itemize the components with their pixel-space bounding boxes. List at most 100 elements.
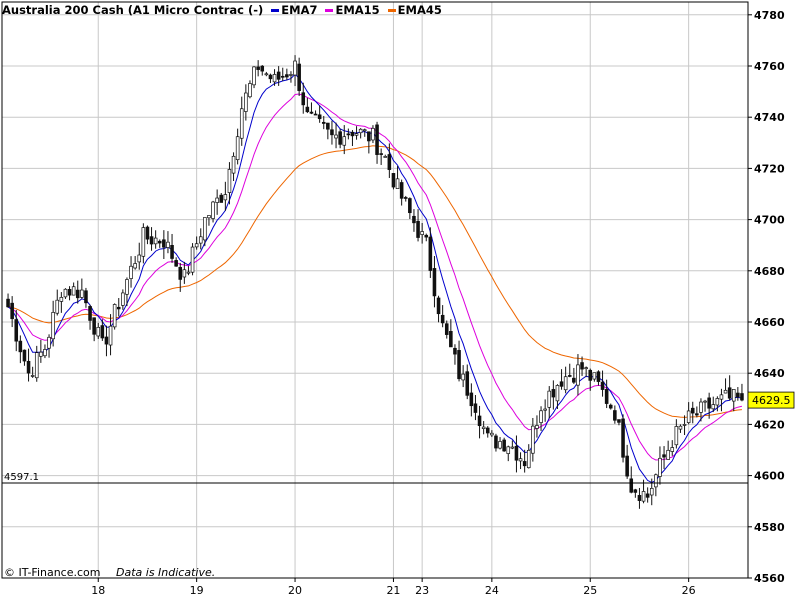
candle: [711, 396, 716, 413]
x-tick-label: 21: [386, 584, 400, 597]
candle-body: [559, 381, 564, 387]
candle-body: [432, 268, 437, 297]
candle: [502, 437, 506, 452]
candle: [272, 69, 277, 86]
candle-body: [252, 66, 256, 86]
candle-body: [498, 441, 502, 449]
candle-body: [518, 458, 523, 462]
candle-body: [80, 289, 84, 298]
candle: [518, 452, 523, 470]
candle: [129, 256, 133, 288]
candle: [383, 154, 388, 158]
current-price-label: 4629.5: [752, 394, 791, 407]
candle-body: [604, 389, 609, 404]
candle: [342, 125, 347, 155]
candle-body: [174, 260, 178, 267]
candle-body: [59, 297, 64, 302]
candle: [330, 120, 334, 145]
candle: [682, 415, 687, 435]
candle-body: [198, 236, 203, 244]
candle-body: [453, 347, 457, 355]
candle-body: [420, 231, 424, 235]
candle-body: [526, 449, 531, 469]
candle: [153, 230, 158, 249]
candle-body: [309, 111, 314, 114]
y-tick-label: 4560: [754, 572, 785, 585]
candle: [34, 345, 39, 382]
ema45-swatch-icon: [387, 8, 396, 12]
candle-body: [211, 201, 215, 219]
candle-body: [186, 271, 191, 274]
candle-body: [223, 194, 228, 201]
candle: [432, 256, 437, 308]
candle: [580, 356, 584, 376]
y-tick-label: 4780: [754, 9, 785, 22]
candle: [104, 325, 109, 357]
candle: [563, 366, 568, 394]
candle-body: [305, 106, 310, 113]
candle-body: [649, 488, 654, 496]
candle-body: [67, 289, 72, 296]
candle: [313, 110, 318, 116]
candle: [604, 379, 609, 409]
candle-body: [666, 449, 670, 460]
candle: [182, 261, 187, 284]
gridlines: [2, 2, 748, 579]
candle-body: [100, 325, 105, 339]
candle: [26, 348, 31, 382]
ema7-path: [7, 73, 742, 483]
candle: [535, 415, 539, 438]
candle: [227, 162, 232, 205]
candle-body: [375, 124, 379, 155]
candle-body: [551, 389, 556, 398]
candle-body: [178, 266, 183, 280]
candle: [727, 375, 732, 401]
candle: [203, 217, 207, 247]
candle: [645, 487, 650, 503]
candle: [317, 105, 322, 123]
candle: [399, 179, 404, 206]
candle: [641, 479, 646, 504]
candle: [412, 209, 416, 232]
candle: [326, 122, 330, 140]
candle: [280, 67, 285, 82]
candle-body: [727, 387, 732, 399]
candle: [715, 396, 720, 412]
candle-body: [522, 461, 527, 467]
candle: [133, 256, 137, 270]
candle-body: [194, 243, 199, 248]
candle: [149, 227, 154, 251]
candle: [678, 424, 683, 433]
candle-body: [362, 129, 367, 132]
y-tick-label: 4580: [754, 521, 785, 534]
candle: [371, 125, 375, 144]
candle-body: [63, 288, 68, 298]
x-tick-label: 26: [682, 584, 696, 597]
candle: [30, 366, 35, 378]
candle-body: [674, 426, 679, 446]
candle-body: [592, 372, 597, 380]
chart-header: Australia 200 Cash (A1 Micro Contrac (-)…: [2, 1, 442, 19]
candle: [231, 152, 236, 181]
candle: [121, 289, 125, 310]
candle-body: [326, 122, 330, 130]
candle: [526, 444, 531, 469]
candle: [576, 354, 580, 396]
candle: [391, 173, 396, 190]
candle-body: [330, 129, 334, 136]
candle-body: [153, 237, 158, 245]
candle: [723, 378, 728, 394]
candle-body: [506, 446, 511, 454]
candle-body: [436, 297, 441, 315]
candle-body: [43, 349, 47, 357]
chart-title: Australia 200 Cash (A1 Micro Contrac (-): [2, 3, 264, 17]
candle: [334, 122, 338, 149]
candle: [436, 295, 441, 323]
candle: [215, 189, 219, 215]
current-price-box: [747, 391, 795, 409]
candle: [449, 319, 453, 348]
candle: [276, 66, 281, 86]
candle-body: [457, 350, 461, 380]
candle: [190, 243, 195, 276]
candle-body: [670, 447, 675, 452]
